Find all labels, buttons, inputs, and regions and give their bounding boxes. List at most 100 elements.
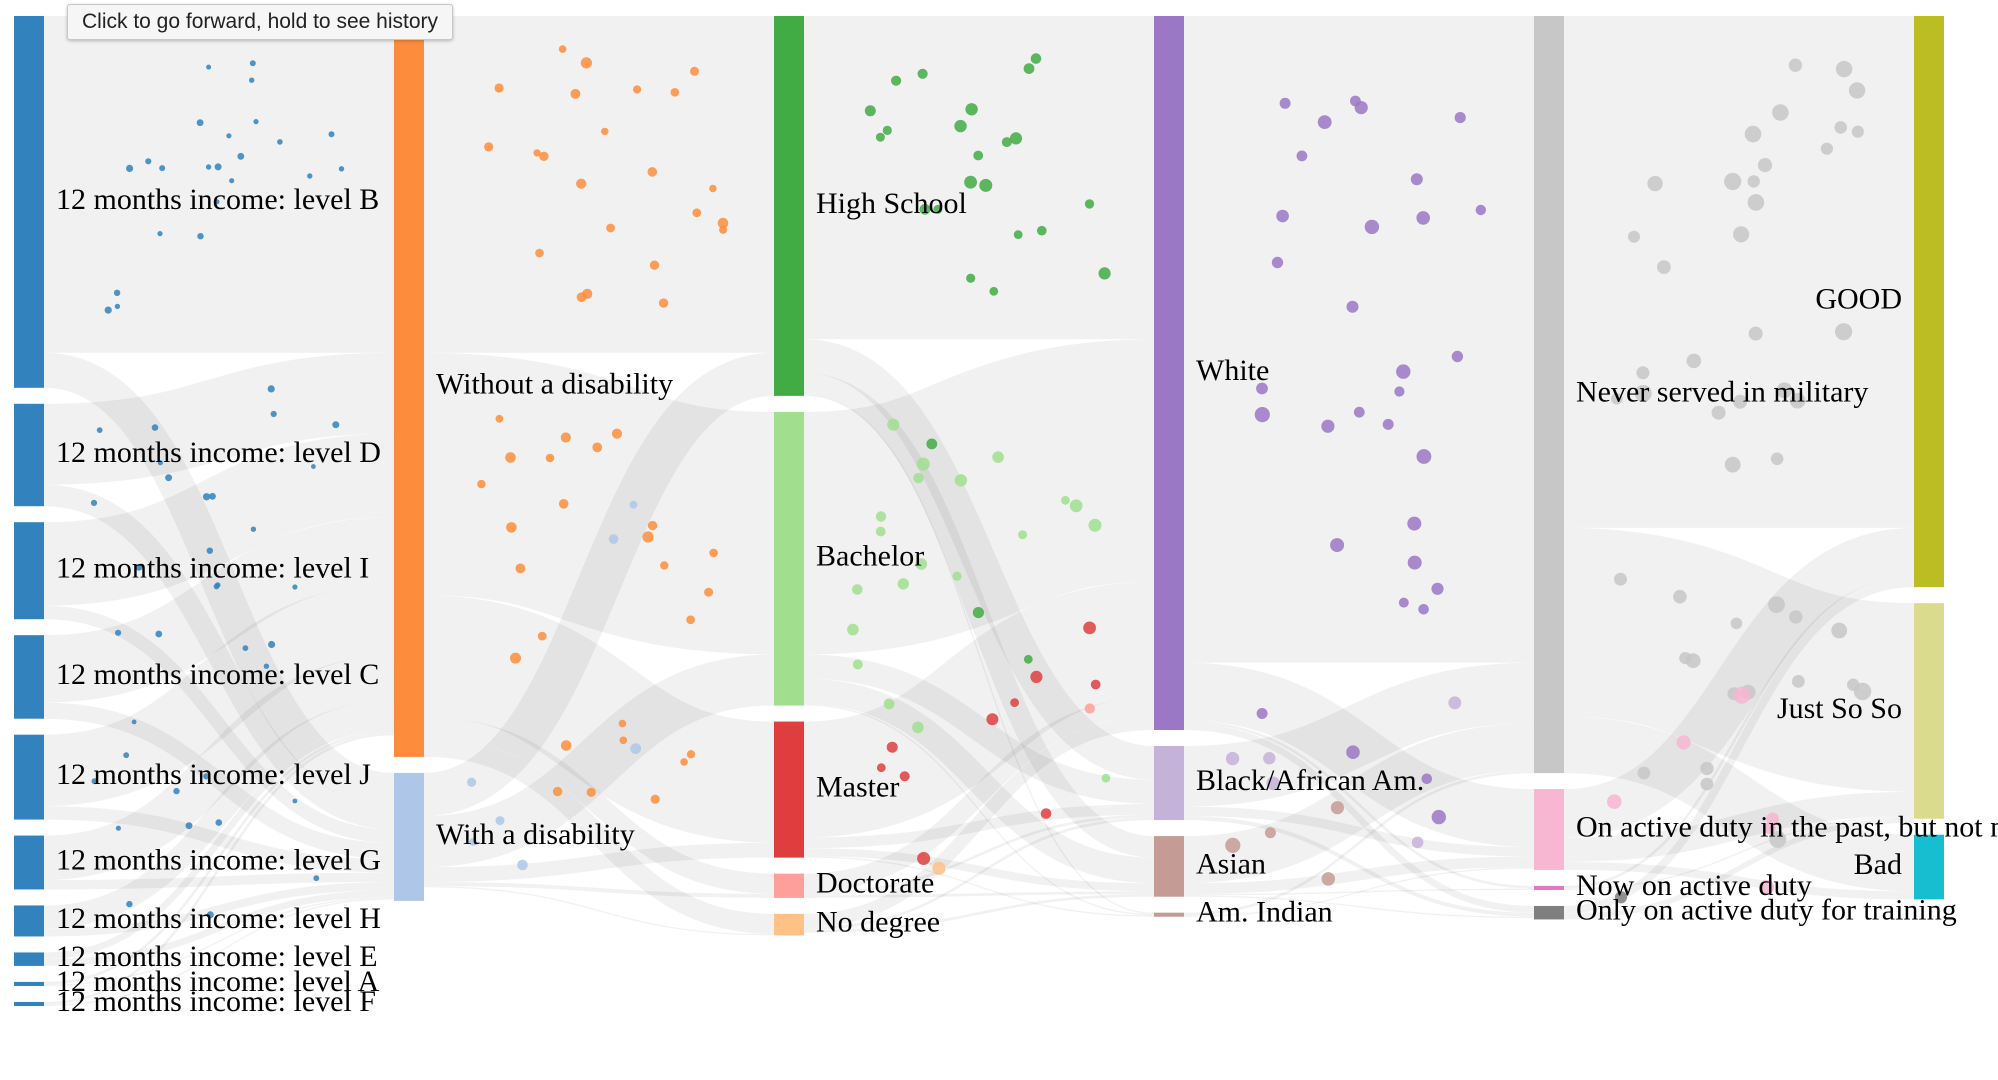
sankey-link[interactable] bbox=[43, 898, 395, 1007]
sankey-link[interactable] bbox=[1563, 817, 1915, 920]
sankey-link[interactable] bbox=[803, 339, 1155, 780]
sankey-link[interactable] bbox=[1183, 770, 1535, 916]
sankey-link[interactable] bbox=[1183, 856, 1535, 894]
sankey-link[interactable] bbox=[423, 882, 775, 898]
sankey-node[interactable] bbox=[14, 635, 44, 719]
sankey-link[interactable] bbox=[1183, 888, 1535, 896]
sankey-link[interactable] bbox=[422, 352, 776, 655]
sankey-link[interactable] bbox=[43, 584, 395, 807]
sankey-link[interactable] bbox=[1183, 806, 1535, 857]
sankey-link[interactable] bbox=[422, 352, 776, 817]
sankey-link[interactable] bbox=[802, 339, 1156, 655]
sankey-link[interactable] bbox=[803, 716, 1155, 928]
sankey-node[interactable] bbox=[774, 16, 804, 396]
sankey-link[interactable] bbox=[43, 655, 395, 881]
sankey-link[interactable] bbox=[423, 842, 775, 883]
sankey-node[interactable] bbox=[774, 721, 804, 858]
sankey-node[interactable] bbox=[394, 16, 424, 757]
sankey-link[interactable] bbox=[803, 814, 1155, 896]
sankey-link[interactable] bbox=[43, 352, 395, 485]
sankey-node[interactable] bbox=[14, 952, 44, 966]
sankey-node[interactable] bbox=[774, 411, 804, 706]
sankey-link[interactable] bbox=[803, 803, 1155, 849]
sankey-link[interactable] bbox=[1563, 791, 1915, 862]
flow-particle bbox=[206, 911, 214, 919]
sankey-link[interactable] bbox=[803, 654, 1155, 804]
sankey-node[interactable] bbox=[14, 981, 44, 986]
sankey-node[interactable] bbox=[1534, 885, 1564, 890]
sankey-link[interactable] bbox=[43, 896, 395, 986]
sankey-link[interactable] bbox=[43, 517, 395, 703]
sankey-node[interactable] bbox=[394, 772, 424, 901]
sankey-node[interactable] bbox=[14, 905, 44, 937]
flow-particle bbox=[882, 125, 892, 135]
sankey-link[interactable] bbox=[43, 484, 395, 830]
sankey-link[interactable] bbox=[803, 891, 1155, 898]
sankey-node[interactable] bbox=[1534, 16, 1564, 774]
sankey-link[interactable] bbox=[43, 723, 395, 960]
node-label: 12 months income: level B bbox=[56, 183, 379, 216]
sankey-link[interactable] bbox=[1563, 861, 1915, 900]
sankey-node[interactable] bbox=[774, 873, 804, 898]
sankey-node[interactable] bbox=[1154, 912, 1184, 917]
sankey-link[interactable] bbox=[43, 729, 395, 985]
sankey-link[interactable] bbox=[43, 702, 395, 860]
sankey-link[interactable] bbox=[803, 678, 1155, 884]
sankey-link[interactable] bbox=[43, 872, 395, 890]
node-label: Doctorate bbox=[816, 867, 934, 900]
sankey-link[interactable] bbox=[43, 605, 395, 843]
sankey-node[interactable] bbox=[14, 403, 44, 507]
sankey-link[interactable] bbox=[43, 700, 395, 929]
sankey-link[interactable] bbox=[42, 352, 396, 808]
sankey-link[interactable] bbox=[1563, 816, 1915, 890]
sankey-link[interactable] bbox=[802, 581, 1156, 838]
sankey-link[interactable] bbox=[1183, 720, 1535, 889]
sankey-node[interactable] bbox=[1534, 789, 1564, 870]
sankey-link[interactable] bbox=[1183, 816, 1535, 917]
sankey-node[interactable] bbox=[14, 522, 44, 620]
sankey-link[interactable] bbox=[1183, 867, 1535, 917]
sankey-node[interactable] bbox=[14, 1001, 44, 1006]
sankey-node[interactable] bbox=[1914, 603, 1944, 819]
sankey-link[interactable] bbox=[1183, 662, 1535, 807]
sankey-node[interactable] bbox=[14, 835, 44, 890]
sankey-link[interactable] bbox=[803, 697, 1155, 893]
sankey-link[interactable] bbox=[423, 654, 775, 868]
sankey-link[interactable] bbox=[1183, 723, 1535, 913]
sankey-link[interactable] bbox=[1562, 527, 1916, 792]
sankey-link[interactable] bbox=[423, 886, 775, 936]
sankey-node[interactable] bbox=[1154, 745, 1184, 821]
sankey-link[interactable] bbox=[803, 817, 1155, 931]
sankey-link[interactable] bbox=[423, 716, 775, 894]
flow-particle bbox=[1296, 150, 1308, 162]
sankey-link[interactable] bbox=[43, 882, 395, 937]
flow-particle bbox=[1264, 827, 1276, 839]
sankey-node[interactable] bbox=[14, 734, 44, 820]
flow-particle bbox=[704, 587, 714, 597]
sankey-link[interactable] bbox=[1563, 579, 1915, 915]
sankey-node[interactable] bbox=[1154, 16, 1184, 730]
sankey-link[interactable] bbox=[422, 595, 776, 843]
sankey-link[interactable] bbox=[1183, 723, 1535, 884]
sankey-link[interactable] bbox=[803, 848, 1155, 892]
sankey-link[interactable] bbox=[1563, 576, 1915, 889]
sankey-node[interactable] bbox=[1914, 16, 1944, 588]
sankey-link[interactable] bbox=[1563, 527, 1915, 838]
sankey-link[interactable] bbox=[803, 856, 1155, 917]
sankey-link[interactable] bbox=[803, 893, 1155, 933]
sankey-link[interactable] bbox=[1183, 895, 1535, 919]
sankey-link[interactable] bbox=[803, 704, 1155, 916]
sankey-node[interactable] bbox=[14, 16, 44, 388]
sankey-link[interactable] bbox=[43, 732, 395, 1005]
sankey-link[interactable] bbox=[423, 736, 775, 935]
flow-particle bbox=[1396, 364, 1411, 379]
sankey-node[interactable] bbox=[1154, 836, 1184, 897]
sankey-link[interactable] bbox=[43, 433, 395, 606]
sankey-node[interactable] bbox=[1534, 905, 1564, 920]
sankey-link[interactable] bbox=[803, 394, 1155, 915]
sankey-link[interactable] bbox=[43, 806, 395, 873]
sankey-node[interactable] bbox=[774, 913, 804, 936]
sankey-link[interactable] bbox=[43, 890, 395, 966]
sankey-link[interactable] bbox=[1563, 716, 1915, 892]
sankey-node[interactable] bbox=[1914, 834, 1944, 900]
